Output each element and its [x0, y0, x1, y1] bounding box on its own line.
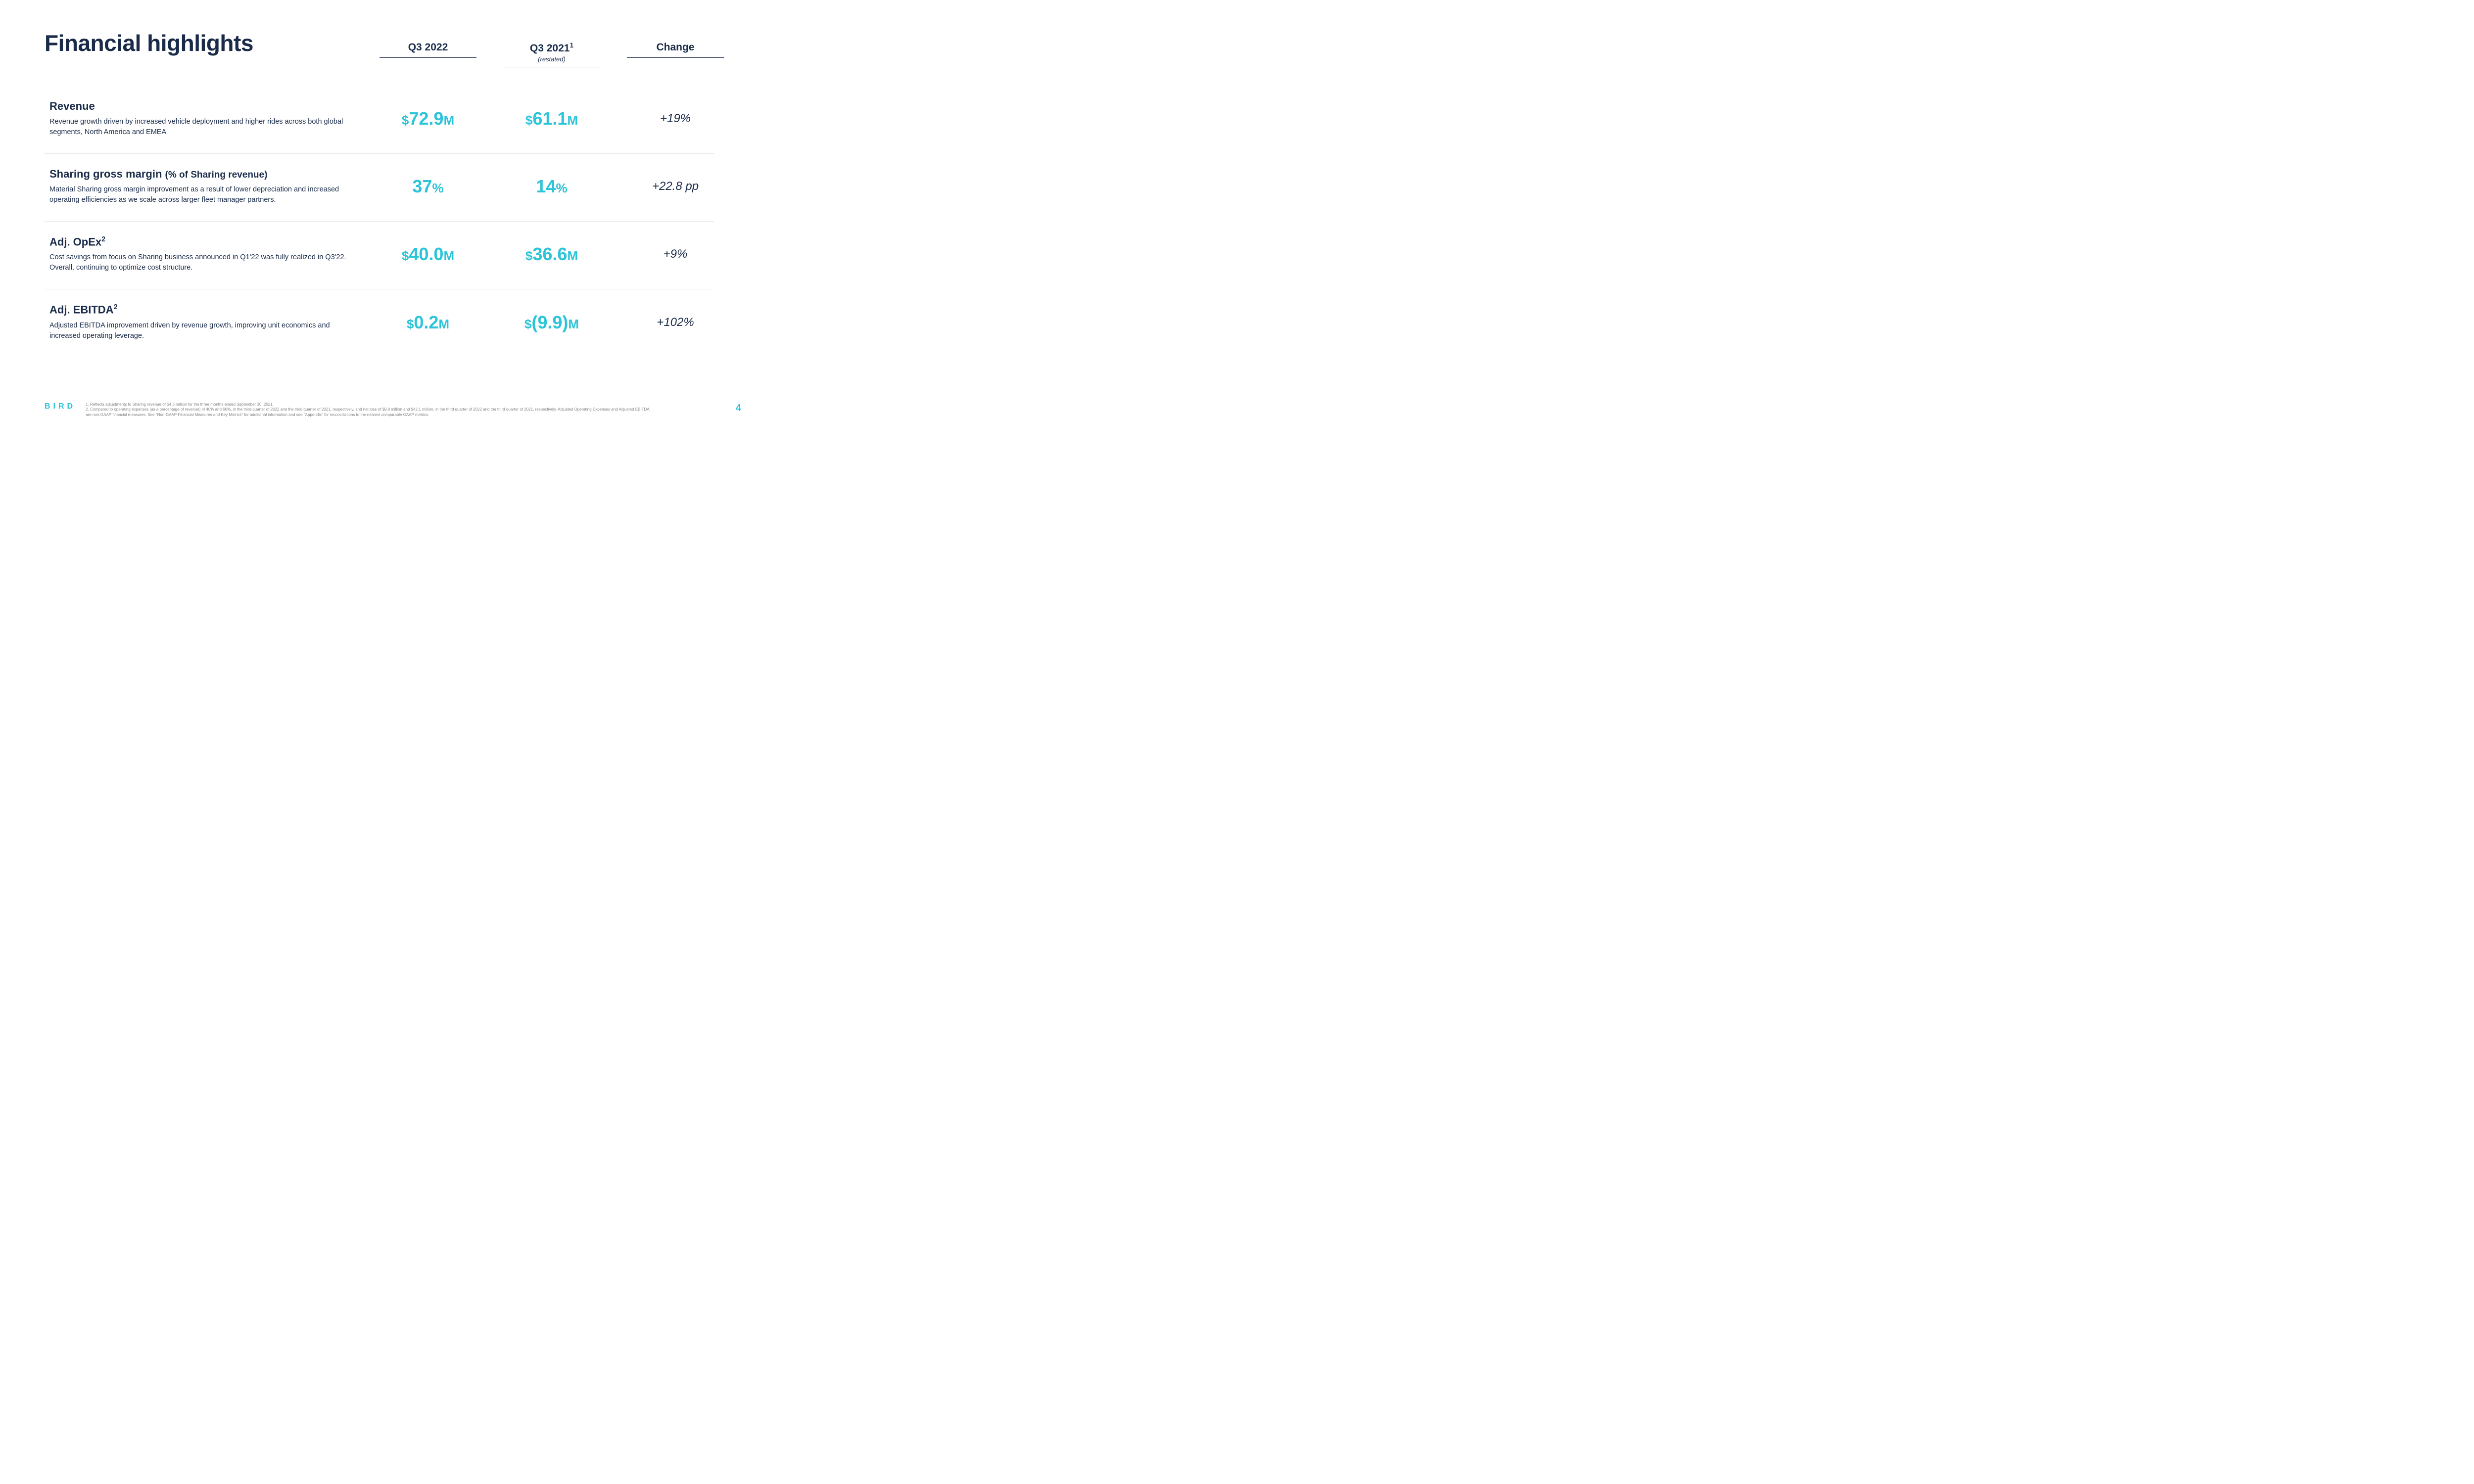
- bird-logo: BIRD: [45, 402, 76, 411]
- metric-description: Cost savings from focus on Sharing busin…: [49, 252, 351, 273]
- value-q3-2022: $40.0M: [371, 244, 485, 265]
- value-q3-2021: 14%: [495, 176, 609, 197]
- metric-title: Adj. EBITDA2: [49, 303, 361, 316]
- footnotes: 1. Reflects adjustments to Sharing reven…: [86, 402, 655, 417]
- value-q3-2021: $61.1M: [495, 108, 609, 129]
- value-change: +9%: [618, 247, 732, 261]
- value-q3-2022: $72.9M: [371, 108, 485, 129]
- value-change: +22.8 pp: [618, 180, 732, 193]
- value-q3-2022: 37%: [371, 176, 485, 197]
- metric-title: Adj. OpEx2: [49, 235, 361, 248]
- table-row-adj-opex: Adj. OpEx2 Cost savings from focus on Sh…: [45, 222, 714, 289]
- metric-description: Material Sharing gross margin improvemen…: [49, 185, 351, 205]
- value-q3-2021: $(9.9)M: [495, 312, 609, 333]
- column-sublabel: (restated): [495, 55, 609, 63]
- metric-description: Adjusted EBITDA improvement driven by re…: [49, 321, 351, 341]
- column-label: Q3 20211: [495, 42, 609, 54]
- metric-title: Revenue: [49, 100, 361, 113]
- metric-title: Sharing gross margin (% of Sharing reven…: [49, 168, 361, 181]
- value-q3-2022: $0.2M: [371, 312, 485, 333]
- value-q3-2021: $36.6M: [495, 244, 609, 265]
- table-row-sharing-margin: Sharing gross margin (% of Sharing reven…: [45, 154, 714, 222]
- column-label: Q3 2022: [371, 42, 485, 53]
- column-label: Change: [618, 42, 732, 53]
- column-header-change: Change: [618, 42, 732, 71]
- page-number: 4: [736, 403, 741, 414]
- value-change: +102%: [618, 316, 732, 329]
- financial-table: Q3 2022 Q3 20211 (restated) Change Reven…: [45, 42, 714, 357]
- footer: BIRD 1. Reflects adjustments to Sharing …: [45, 402, 714, 417]
- column-header-q3-2021: Q3 20211 (restated): [495, 42, 609, 71]
- metric-description: Revenue growth driven by increased vehic…: [49, 117, 351, 138]
- column-header-q3-2022: Q3 2022: [371, 42, 485, 71]
- table-header-row: Q3 2022 Q3 20211 (restated) Change: [45, 42, 714, 71]
- value-change: +19%: [618, 112, 732, 126]
- footnote-2: 2. Compared to operating expenses (as a …: [86, 407, 655, 417]
- footnote-1: 1. Reflects adjustments to Sharing reven…: [86, 402, 655, 407]
- table-row-adj-ebitda: Adj. EBITDA2 Adjusted EBITDA improvement…: [45, 289, 714, 357]
- table-row-revenue: Revenue Revenue growth driven by increas…: [45, 86, 714, 154]
